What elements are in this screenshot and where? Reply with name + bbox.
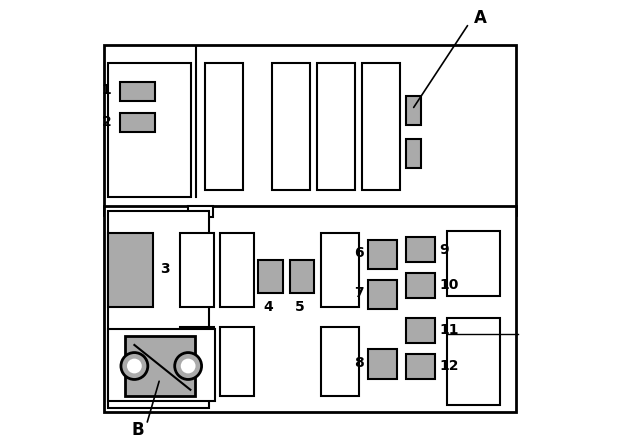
Circle shape: [181, 358, 195, 374]
Text: A: A: [474, 9, 487, 27]
Bar: [406, 96, 420, 125]
Bar: [368, 349, 397, 379]
Bar: [120, 82, 156, 101]
Text: 12: 12: [439, 359, 459, 373]
Bar: [108, 63, 192, 197]
Bar: [406, 139, 420, 168]
Bar: [446, 318, 500, 405]
Bar: [321, 233, 359, 307]
Bar: [361, 63, 400, 190]
Bar: [321, 327, 359, 396]
Bar: [220, 233, 254, 307]
Bar: [108, 233, 153, 307]
Bar: [368, 240, 397, 269]
Text: 5: 5: [295, 300, 304, 314]
Bar: [446, 231, 500, 296]
Bar: [205, 63, 243, 190]
Text: 4: 4: [264, 300, 273, 314]
Bar: [406, 318, 435, 343]
Bar: [120, 113, 156, 132]
Circle shape: [121, 353, 148, 379]
Bar: [180, 327, 214, 396]
Bar: [406, 354, 435, 379]
Bar: [406, 273, 435, 298]
Circle shape: [127, 358, 142, 374]
Bar: [317, 63, 355, 190]
Text: 8: 8: [355, 356, 364, 370]
Bar: [220, 327, 254, 396]
Bar: [259, 260, 283, 293]
Bar: [272, 63, 310, 190]
Circle shape: [175, 353, 202, 379]
Bar: [180, 233, 214, 307]
Text: 10: 10: [439, 278, 458, 293]
Bar: [290, 260, 314, 293]
Text: 3: 3: [160, 262, 169, 276]
Text: 9: 9: [439, 242, 449, 257]
Bar: [108, 211, 209, 408]
Bar: [104, 206, 516, 412]
Bar: [188, 206, 213, 217]
Bar: [107, 329, 215, 401]
Text: 1: 1: [102, 82, 112, 97]
Bar: [368, 280, 397, 309]
Text: 2: 2: [102, 115, 112, 129]
Text: 11: 11: [439, 323, 459, 337]
Bar: [125, 336, 195, 396]
Bar: [406, 237, 435, 262]
Text: 6: 6: [355, 246, 364, 260]
Text: 7: 7: [355, 286, 364, 301]
Text: B: B: [131, 421, 144, 439]
Bar: [104, 45, 516, 215]
